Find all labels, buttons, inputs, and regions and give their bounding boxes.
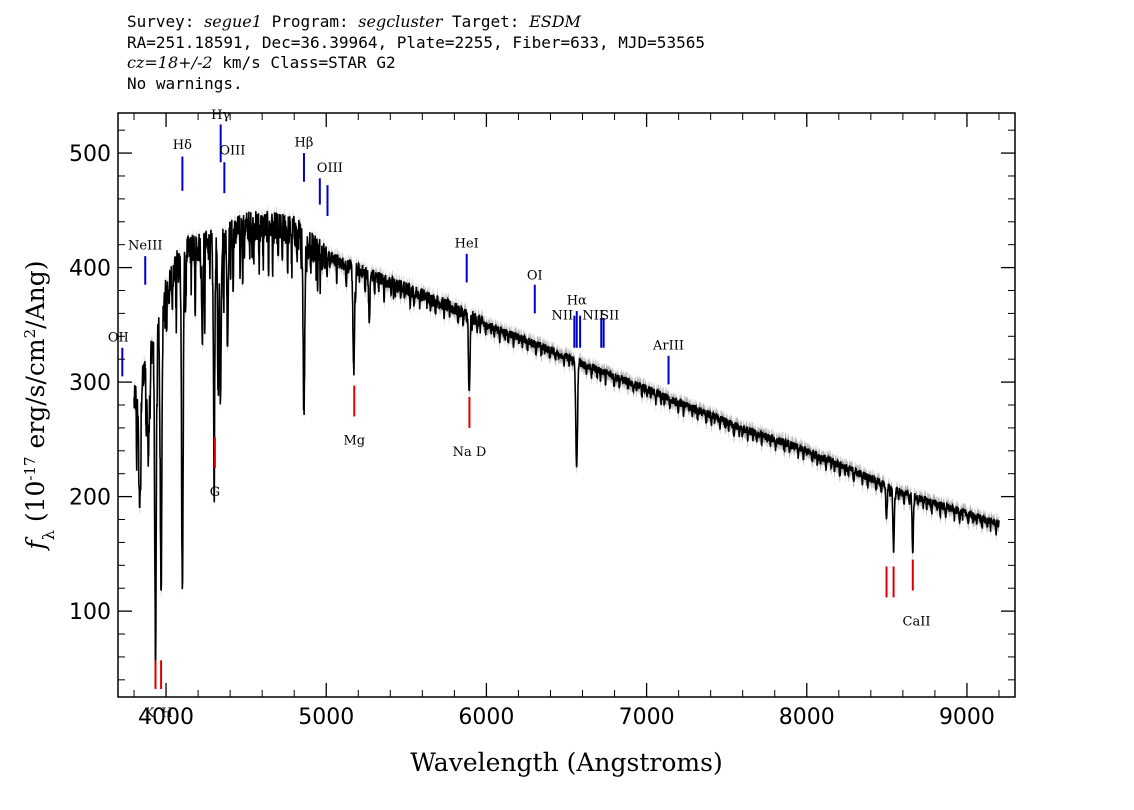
redshift-value: cz=18+/-2 [127, 53, 213, 72]
line-marker-label: CaII [903, 614, 931, 629]
target-label: Target: [452, 12, 520, 31]
header-line-warnings: No warnings. [127, 73, 243, 93]
y-tick-label: 300 [69, 371, 111, 396]
x-tick-label: 8000 [779, 705, 835, 730]
y-tick-label: 400 [69, 257, 111, 282]
target-value: ESDM [529, 12, 581, 31]
line-marker-label: K [145, 706, 155, 721]
spectrum-series [133, 211, 1000, 679]
spectrum-header: Survey: segue1 Program: segcluster Targe… [127, 12, 705, 94]
axis-ticks [118, 113, 1015, 697]
header-line-coords: RA=251.18591, Dec=36.39964, Plate=2255, … [127, 32, 705, 52]
line-marker-label: OIII [219, 144, 245, 159]
y-axis-title-open: (10 [21, 481, 50, 531]
y-axis-title-exponent-2: 2 [21, 329, 39, 339]
x-tick-label: 9000 [939, 705, 995, 730]
line-marker-label: SII [600, 309, 619, 324]
line-marker-label: NeIII [128, 239, 162, 254]
line-marker-label: Hγ [211, 108, 230, 123]
y-axis-title: fλ (10-17 erg/s/cm2/Ang) [21, 260, 58, 551]
x-tick-label: 4000 [138, 705, 194, 730]
line-marker-label: OIII [317, 161, 343, 176]
line-marker-label: G [210, 485, 220, 500]
spectrum-line [133, 211, 1000, 679]
line-marker-label: NII [582, 309, 604, 324]
class-value: km/s Class=STAR G2 [222, 53, 396, 72]
y-axis-title-units: erg/s/cm [21, 338, 50, 456]
y-tick-label: 500 [69, 142, 111, 167]
x-tick-label: 5000 [298, 705, 354, 730]
line-marker-label: Hα [567, 294, 587, 309]
x-tick-label: 7000 [619, 705, 675, 730]
line-marker-label: HeI [455, 236, 479, 251]
header-line-survey: Survey: segue1 Program: segcluster Targe… [127, 12, 705, 33]
line-marker-label: Na D [453, 445, 487, 460]
error-band [134, 204, 999, 686]
y-axis-title-subscript: λ [39, 530, 58, 540]
axis-tick-labels: 4000 5000 6000 7000 8000 9000 100 200 300 400 500 [69, 142, 995, 730]
line-marker-label: OI [527, 268, 543, 283]
line-marker-label: ArIII [652, 338, 684, 353]
line-marker-label: Hβ [295, 136, 314, 151]
x-tick-label: 6000 [458, 705, 514, 730]
survey-value: segue1 [204, 12, 262, 31]
header-line-class: cz=18+/-2 km/s Class=STAR G2 [127, 53, 705, 74]
survey-label: Survey: [127, 12, 195, 31]
plot-frame [117, 112, 1016, 698]
y-tick-label: 200 [69, 486, 111, 511]
program-label: Program: [271, 12, 349, 31]
line-markers: HδHγOIIIHβOIIINeIIIOIIHeIOINIIHαNIISIIAr… [108, 108, 931, 721]
line-marker-label: Hδ [173, 138, 192, 153]
y-axis-title-exponent: -17 [21, 456, 39, 480]
y-axis-title-symbol: f [21, 537, 50, 552]
spectrum-error-band [134, 204, 999, 686]
line-marker-label: Mg [343, 433, 365, 448]
y-tick-label: 100 [69, 600, 111, 625]
y-axis-title-close: /Ang) [21, 260, 50, 328]
x-axis-title: Wavelength (Angstroms) [410, 748, 722, 777]
line-marker-label: NII [552, 309, 574, 324]
line-marker-label: H [161, 706, 172, 721]
program-value: segcluster [358, 12, 443, 31]
